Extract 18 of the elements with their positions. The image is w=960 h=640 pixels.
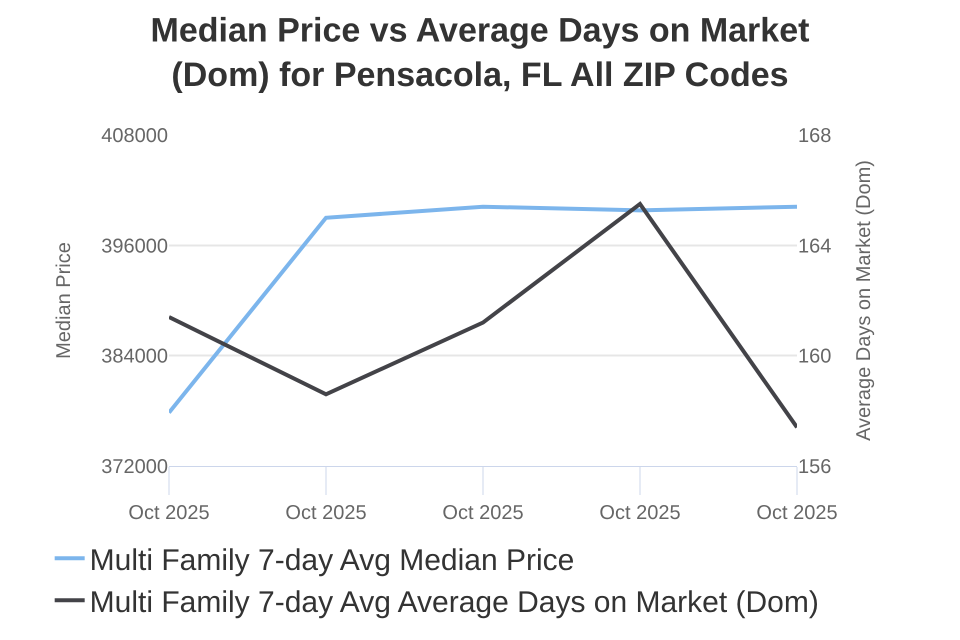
y2-tick-label: 168 [798,125,832,147]
y2-tick-label: 164 [798,235,832,258]
x-tick-label: Oct 2025 [442,502,524,524]
y-tick-label: 372000 [101,456,168,478]
x-tick-label: Oct 2025 [128,502,210,524]
y2-tick-label: 160 [798,346,832,368]
y2-tick-label: 156 [798,456,832,478]
y-tick-label: 408000 [101,125,168,147]
legend-label: Multi Family 7-day Avg Average Days on Market (Dom) [90,586,819,619]
y-axis-title: Median Price [52,242,75,359]
x-tick-label: Oct 2025 [599,502,681,524]
x-tick-label: Oct 2025 [756,502,838,524]
x-tick-label: Oct 2025 [285,502,367,524]
legend-label: Multi Family 7-day Avg Median Price [90,544,574,577]
y2-axis-title: Average Days on Market (Dom) [852,160,875,441]
y-tick-label: 384000 [101,346,168,368]
y-tick-label: 396000 [101,235,168,258]
chart-title: Median Price vs Average Days on Market (Dom) for Pensacola, FL All ZIP Codes [150,12,810,94]
